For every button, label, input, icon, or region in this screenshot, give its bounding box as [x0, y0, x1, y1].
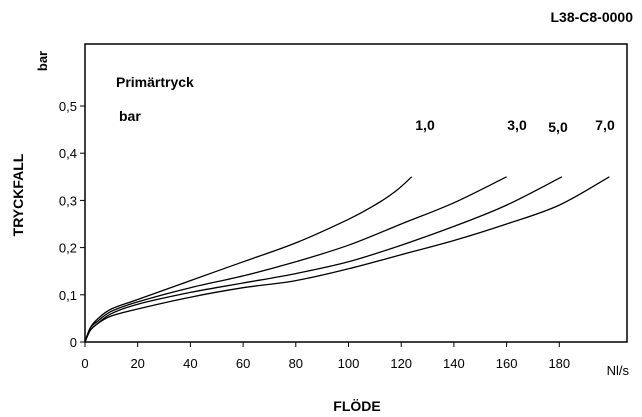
series-label: 1,0	[415, 117, 435, 133]
y-tick-label: 0	[70, 335, 77, 350]
x-tick-label: 0	[81, 356, 88, 371]
series-label: 7,0	[595, 117, 615, 133]
x-axis-label: FLÖDE	[333, 398, 380, 414]
legend-unit: bar	[119, 108, 141, 124]
series-curves	[85, 177, 609, 342]
x-tick-label: 60	[236, 356, 250, 371]
y-tick-label: 0,2	[59, 241, 77, 256]
chart-code: L38-C8-0000	[551, 9, 634, 25]
legend-title: Primärtryck	[116, 74, 194, 90]
series-line-4	[85, 177, 609, 342]
y-unit-label: bar	[35, 51, 50, 71]
x-tick-label: 120	[390, 356, 412, 371]
y-tick-label: 0,3	[59, 193, 77, 208]
x-tick-label: 40	[183, 356, 197, 371]
y-tick-label: 0,4	[59, 146, 77, 161]
y-tick-label: 0,1	[59, 288, 77, 303]
x-tick-label: 100	[338, 356, 360, 371]
series-labels: 1,0 3,0 5,0 7,0	[415, 117, 615, 135]
series-line-1	[85, 177, 412, 342]
x-tick-label: 80	[289, 356, 303, 371]
x-tick-label: 140	[443, 356, 465, 371]
y-axis-label: TRYCKFALL	[10, 153, 26, 236]
series-label: 3,0	[507, 117, 527, 133]
x-tick-label: 20	[130, 356, 144, 371]
x-tick-label: 180	[548, 356, 570, 371]
series-label: 5,0	[548, 119, 568, 135]
series-line-3	[85, 177, 562, 342]
x-unit-label: Nl/s	[607, 363, 630, 378]
y-tick-label: 0,5	[59, 99, 77, 114]
series-line-2	[85, 177, 507, 342]
x-tick-label: 160	[496, 356, 518, 371]
